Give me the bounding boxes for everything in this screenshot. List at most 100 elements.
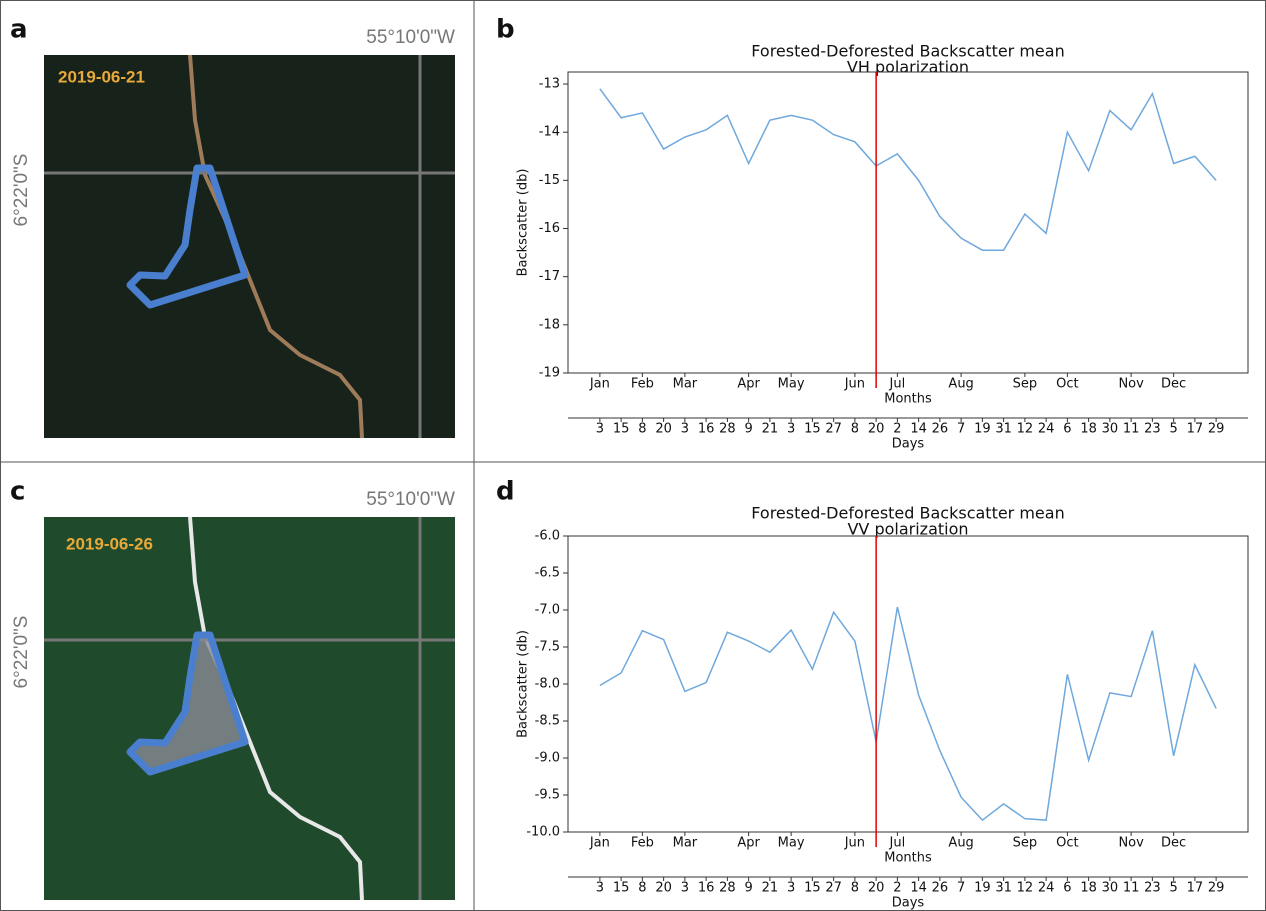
x2-tick-label: 23: [1144, 422, 1161, 437]
x-tick-label: Sep: [1013, 836, 1038, 851]
y-tick-label: -7.0: [535, 603, 560, 618]
plot-area: [567, 71, 1249, 374]
panel-letter: c: [10, 477, 25, 507]
x2-tick-label: 21: [762, 422, 779, 437]
x2-tick-label: 7: [957, 881, 965, 896]
data-line: [599, 88, 1217, 251]
x2-tick-label: 26: [932, 422, 949, 437]
x-tick-label: Nov: [1118, 377, 1144, 392]
y-tick-label: -10.0: [526, 825, 560, 840]
x-tick-label: Oct: [1056, 836, 1078, 851]
y-tick-label: -7.5: [535, 640, 560, 655]
data-line: [599, 606, 1217, 822]
x2-tick-label: 6: [1063, 422, 1071, 437]
x2-tick-label: 17: [1187, 422, 1204, 437]
longitude-label: 55°10'0"W: [366, 27, 455, 48]
x-tick-label: Oct: [1056, 377, 1078, 392]
y-tick-label: -6.5: [535, 566, 560, 581]
chart-subtitle: VV polarization: [847, 520, 968, 539]
x2-tick-label: 3: [787, 881, 795, 896]
x-tick-label: Jul: [889, 377, 906, 392]
x2-tick-label: 9: [744, 881, 752, 896]
x2-tick-label: 8: [851, 422, 859, 437]
x2-tick-label: 12: [1017, 881, 1034, 896]
x2-tick-label: 12: [1017, 422, 1034, 437]
x2-tick-label: 11: [1123, 881, 1140, 896]
x2-tick-label: 27: [825, 422, 842, 437]
x2-tick-label: 8: [851, 881, 859, 896]
x-tick-label: Feb: [631, 377, 654, 392]
y-tick-label: -8.0: [535, 677, 560, 692]
x-tick-label: Jul: [889, 836, 906, 851]
x2-tick-label: 3: [787, 422, 795, 437]
x2-tick-label: 28: [719, 881, 736, 896]
x2-tick-label: 7: [957, 422, 965, 437]
panel-letter: d: [496, 477, 515, 507]
x-tick-label: Feb: [631, 836, 654, 851]
y-tick-label: -15: [539, 173, 560, 188]
x-tick-label: Apr: [737, 377, 760, 392]
x-tick-label: Jun: [844, 836, 865, 851]
x2-tick-label: 28: [719, 422, 736, 437]
x2-tick-label: 18: [1080, 422, 1097, 437]
x2-tick-label: 3: [596, 881, 604, 896]
x-tick-label: Mar: [673, 377, 698, 392]
x2-tick-label: 29: [1208, 422, 1225, 437]
x2-tick-label: 31: [995, 422, 1012, 437]
satellite-image: [44, 54, 455, 439]
x2-tick-label: 5: [1169, 881, 1177, 896]
x2-tick-label: 6: [1063, 881, 1071, 896]
x2-tick-label: 15: [804, 881, 821, 896]
y-tick-label: -14: [539, 125, 560, 140]
x2-tick-label: 19: [974, 881, 991, 896]
y-tick-label: -6.0: [535, 529, 560, 544]
x-tick-label: Aug: [948, 377, 973, 392]
x2-tick-label: 27: [825, 881, 842, 896]
x-tick-label: Aug: [948, 836, 973, 851]
plot-area: [567, 535, 1249, 833]
x2-tick-label: 15: [613, 422, 630, 437]
x-tick-label: Apr: [737, 836, 760, 851]
x2-tick-label: 24: [1038, 422, 1055, 437]
x2-tick-label: 14: [910, 422, 927, 437]
y-axis-label: Backscatter (db): [516, 630, 531, 738]
x2-tick-label: 8: [638, 881, 646, 896]
y-tick-label: -13: [539, 77, 560, 92]
x2-tick-label: 15: [613, 881, 630, 896]
x2-tick-label: 2: [893, 422, 901, 437]
latitude-label: 6°22'0"S: [11, 616, 32, 689]
x2-tick-label: 9: [744, 422, 752, 437]
x2-tick-label: 14: [910, 881, 927, 896]
x2-tick-label: 20: [868, 881, 885, 896]
x2-tick-label: 18: [1080, 881, 1097, 896]
x-tick-label: Mar: [673, 836, 698, 851]
x2-tick-label: 20: [655, 881, 672, 896]
x2-tick-label: 2: [893, 881, 901, 896]
x2-tick-label: 15: [804, 422, 821, 437]
panel-letter: b: [496, 15, 515, 45]
x2-tick-label: 3: [681, 422, 689, 437]
y-tick-label: -9.0: [535, 751, 560, 766]
x2-tick-label: 30: [1102, 422, 1119, 437]
x2-tick-label: 21: [762, 881, 779, 896]
x-tick-label: Sep: [1013, 377, 1038, 392]
x-tick-label: Dec: [1161, 836, 1186, 851]
x2-tick-label: 26: [932, 881, 949, 896]
x2-tick-label: 5: [1169, 422, 1177, 437]
x2-tick-label: 24: [1038, 881, 1055, 896]
x-tick-label: Jan: [589, 377, 610, 392]
x2-tick-label: 30: [1102, 881, 1119, 896]
x2-tick-label: 17: [1187, 881, 1204, 896]
satellite-image: [44, 516, 455, 901]
y-axis-label: Backscatter (db): [516, 169, 531, 277]
x-axis-label: Months: [884, 851, 932, 866]
chart-title: Forested-Deforested Backscatter mean: [751, 504, 1064, 523]
chart-title: Forested-Deforested Backscatter mean: [751, 42, 1064, 61]
x2-tick-label: 23: [1144, 881, 1161, 896]
x2-tick-label: 20: [868, 422, 885, 437]
x2-tick-label: 19: [974, 422, 991, 437]
x2-tick-label: 16: [698, 422, 715, 437]
x-tick-label: May: [778, 836, 805, 851]
x2-tick-label: 31: [995, 881, 1012, 896]
